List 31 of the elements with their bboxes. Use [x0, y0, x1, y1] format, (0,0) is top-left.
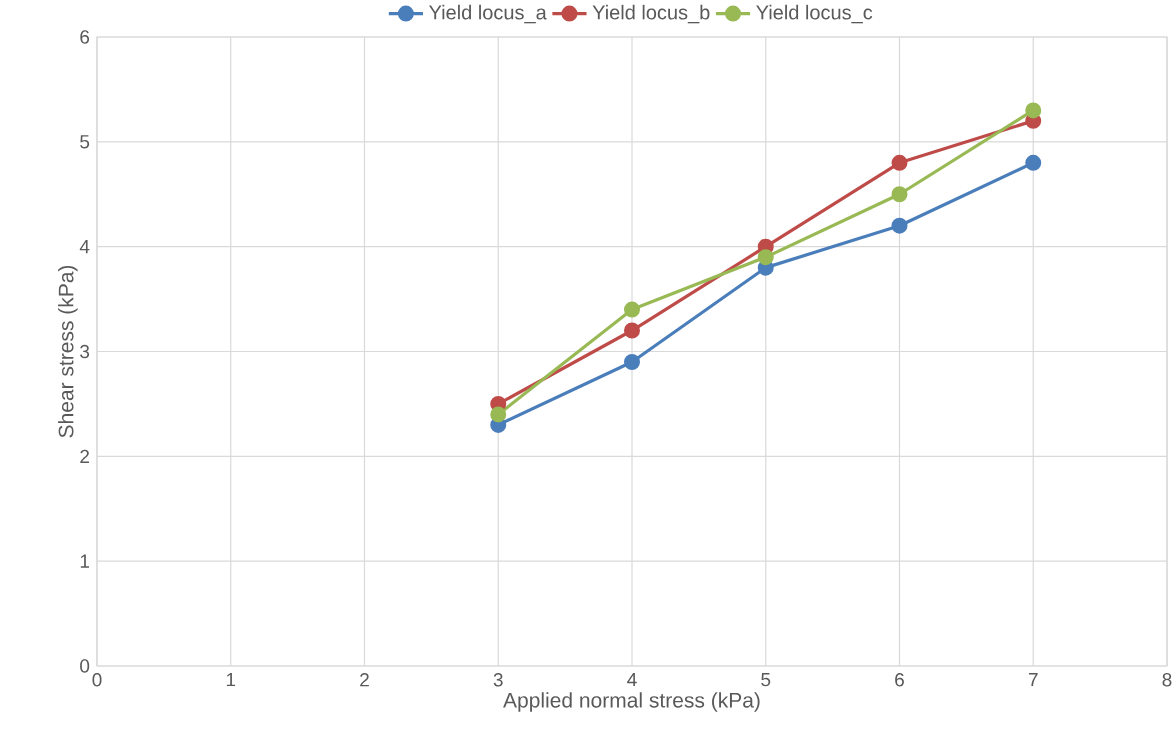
y-tick-label: 3 — [80, 344, 90, 359]
y-tick-label: 2 — [80, 449, 89, 463]
x-tick-label: 4 — [627, 673, 637, 687]
x-tick-label: 2 — [360, 673, 369, 687]
x-tick-label: 7 — [1028, 673, 1038, 687]
x-tick-label: 3 — [493, 673, 503, 687]
point — [891, 154, 908, 171]
x-tick-label: 1 — [226, 673, 236, 687]
x-tick-label: 8 — [1162, 673, 1172, 687]
point — [757, 249, 774, 266]
x-tick-label: 6 — [895, 673, 904, 687]
y-tick-label: 4 — [79, 240, 90, 254]
point — [1025, 154, 1042, 171]
x-tick-label: 0 — [92, 673, 102, 687]
x-tick-label: 5 — [761, 673, 771, 687]
y-tick-label: 0 — [80, 659, 90, 673]
point — [891, 217, 908, 234]
y-tick-label: 5 — [80, 135, 90, 149]
point — [624, 322, 640, 339]
point — [490, 406, 507, 423]
legend-label: Yield locus_a — [429, 4, 547, 24]
y-tick-label: 6 — [80, 30, 90, 44]
y-axis-title: Shear stress (kPa) — [58, 265, 78, 438]
point — [1025, 102, 1042, 119]
point — [624, 301, 640, 318]
legend-label: Yield locus_c — [756, 4, 873, 24]
legend-label: Yield locus_b — [592, 4, 710, 24]
y-tick-label: 1 — [80, 554, 89, 568]
point — [624, 353, 640, 370]
point — [891, 186, 908, 203]
x-axis-title: Applied normal stress (kPa) — [503, 692, 760, 712]
